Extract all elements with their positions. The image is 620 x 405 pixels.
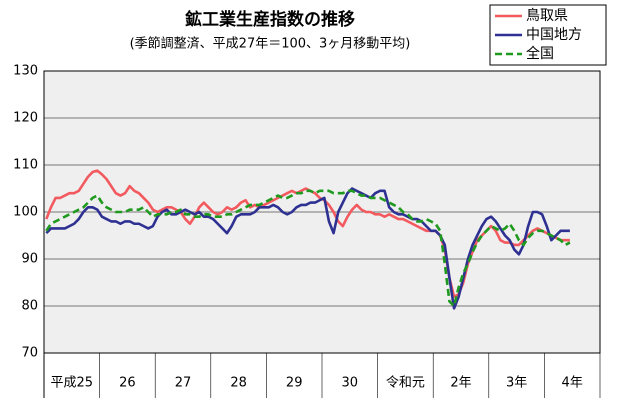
x-tick-label: 28: [230, 376, 247, 391]
x-tick-label: 2年: [450, 376, 471, 391]
x-tick-label: 27: [175, 376, 192, 391]
x-tick-label: 29: [286, 376, 303, 391]
x-tick-label: 令和元: [386, 376, 425, 391]
series-line: [45, 187, 570, 310]
x-tick-label: 3年: [506, 376, 527, 391]
y-tick-label: 110: [13, 158, 38, 173]
y-tick-label: 90: [21, 252, 38, 267]
chart-title: 鉱工業生産指数の推移: [185, 9, 355, 30]
chart-subtitle: (季節調整済、平成27年＝100、3ヶ月移動平均): [130, 36, 411, 52]
x-tick-label: 平成25: [51, 376, 94, 391]
x-tick-label: 4年: [562, 376, 583, 391]
y-tick-label: 70: [21, 346, 38, 361]
legend-label: 全国: [526, 45, 554, 62]
x-tick-label: 26: [119, 376, 136, 391]
y-tick-label: 80: [21, 299, 38, 314]
x-tick-label: 30: [342, 376, 359, 391]
legend-label: 中国地方: [526, 27, 582, 43]
y-tick-label: 100: [13, 205, 38, 220]
y-tick-label: 120: [13, 111, 38, 126]
series-line: [45, 189, 571, 308]
legend-label: 鳥取県: [526, 8, 568, 24]
y-tick-label: 130: [13, 64, 38, 79]
